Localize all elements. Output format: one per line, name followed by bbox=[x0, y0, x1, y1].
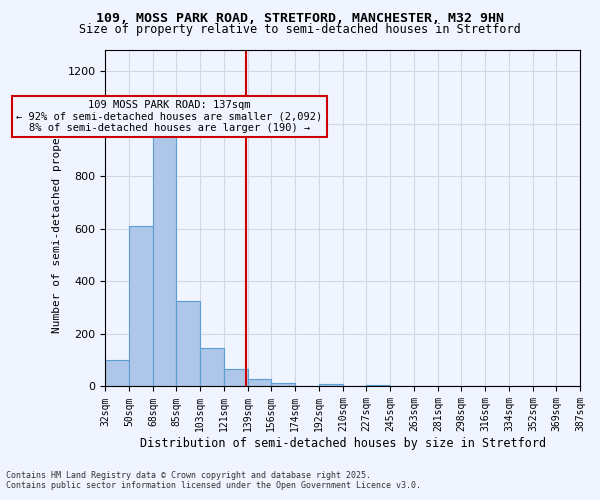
Bar bbox=[224, 370, 248, 386]
Text: Contains HM Land Registry data © Crown copyright and database right 2025.
Contai: Contains HM Land Registry data © Crown c… bbox=[6, 470, 421, 490]
Bar bbox=[248, 378, 271, 386]
Text: Size of property relative to semi-detached houses in Stretford: Size of property relative to semi-detach… bbox=[79, 22, 521, 36]
Bar bbox=[200, 348, 224, 387]
X-axis label: Distribution of semi-detached houses by size in Stretford: Distribution of semi-detached houses by … bbox=[140, 437, 545, 450]
Bar bbox=[105, 360, 130, 386]
Bar bbox=[130, 226, 154, 386]
Bar bbox=[176, 301, 200, 386]
Bar bbox=[319, 384, 343, 386]
Text: 109, MOSS PARK ROAD, STRETFORD, MANCHESTER, M32 9HN: 109, MOSS PARK ROAD, STRETFORD, MANCHEST… bbox=[96, 12, 504, 26]
Y-axis label: Number of semi-detached properties: Number of semi-detached properties bbox=[52, 104, 62, 333]
Bar bbox=[154, 134, 176, 386]
Text: 109 MOSS PARK ROAD: 137sqm
← 92% of semi-detached houses are smaller (2,092)
8% : 109 MOSS PARK ROAD: 137sqm ← 92% of semi… bbox=[16, 100, 323, 133]
Bar bbox=[366, 385, 390, 386]
Bar bbox=[271, 382, 295, 386]
